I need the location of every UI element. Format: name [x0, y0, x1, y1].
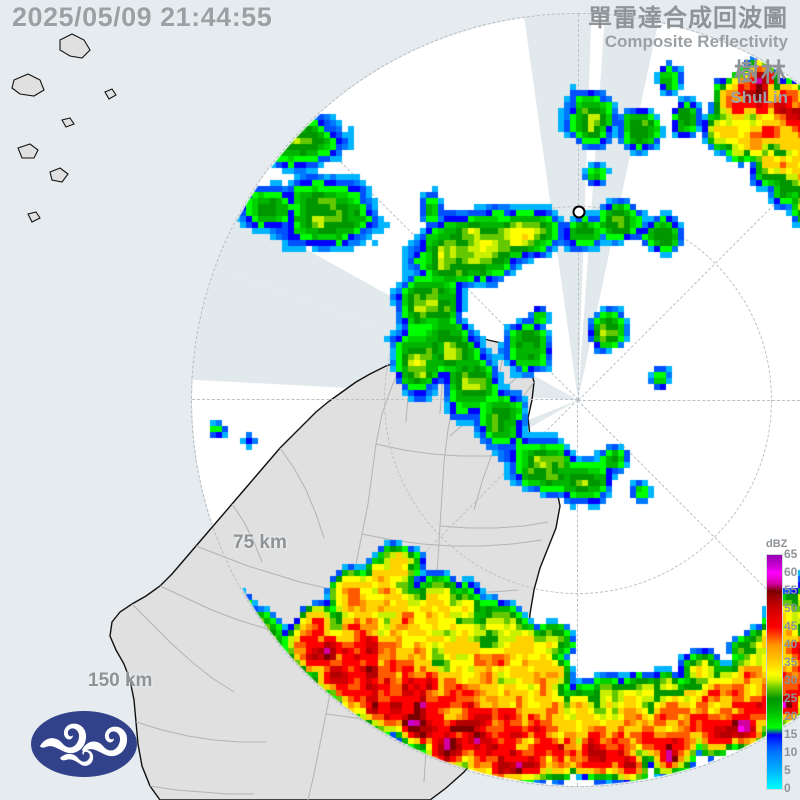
- colorbar-tick-50: 50: [784, 601, 798, 615]
- colorbar-tick-labels: 65 60 55 50 45 40 35 30 25 20 15 10 5 0: [784, 547, 800, 795]
- colorbar-tick-40: 40: [784, 637, 798, 651]
- colorbar-tick-60: 60: [784, 565, 798, 579]
- station-block: 樹林 ShuLin: [730, 59, 788, 108]
- title-block: 單雷達合成回波圖 Composite Reflectivity: [588, 6, 788, 52]
- reflectivity-colorbar: dBZ 65 60 55 50 45 40 35 30 25 20 15 10 5 0: [764, 538, 800, 795]
- range-ring-label-75km: 75 km: [233, 532, 287, 553]
- colorbar-tick-10: 10: [784, 745, 798, 759]
- station-name-chinese: 樹林: [733, 59, 788, 87]
- colorbar-tick-20: 20: [784, 709, 798, 723]
- radar-site-marker: [572, 205, 586, 219]
- title-chinese: 單雷達合成回波圖: [588, 5, 788, 32]
- colorbar-tick-5: 5: [784, 763, 791, 777]
- range-ring-label-150km: 150 km: [88, 670, 153, 691]
- colorbar-tick-65: 65: [784, 547, 798, 561]
- title-english: Composite Reflectivity: [604, 32, 788, 52]
- colorbar-tick-45: 45: [784, 619, 798, 633]
- colorbar-tick-55: 55: [784, 583, 798, 597]
- colorbar-gradient: [766, 554, 783, 790]
- timestamp-label: 2025/05/09 21:44:55: [12, 2, 273, 32]
- colorbar-tick-0: 0: [784, 781, 791, 795]
- station-name-english: ShuLin: [730, 87, 788, 107]
- colorbar-unit-label: dBZ: [766, 538, 788, 550]
- colorbar-tick-25: 25: [784, 691, 798, 705]
- colorbar-tick-35: 35: [784, 655, 798, 669]
- colorbar-tick-30: 30: [784, 673, 798, 687]
- cwa-logo: [31, 711, 137, 777]
- colorbar-tick-15: 15: [784, 727, 798, 741]
